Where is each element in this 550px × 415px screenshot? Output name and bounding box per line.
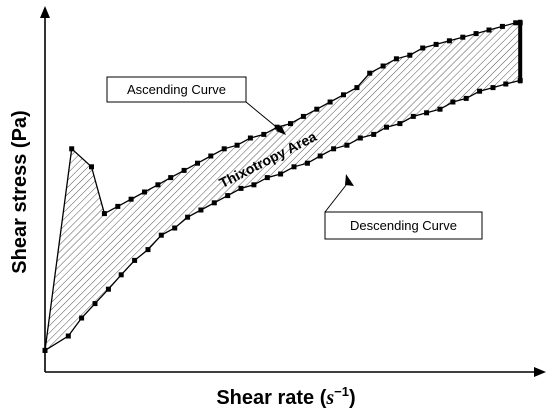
ascending-point-5 xyxy=(128,196,134,202)
descending-point-25 xyxy=(384,124,389,130)
descending-point-2 xyxy=(79,315,85,321)
descending-point-19 xyxy=(304,160,310,166)
y-axis-title: Shear stress (Pa) xyxy=(9,110,31,273)
ascending-point-4 xyxy=(115,203,121,209)
x-axis-title-unit: s xyxy=(325,387,334,409)
descending-point-34 xyxy=(503,81,509,87)
ascending-point-15 xyxy=(261,131,267,137)
ascending-label-box xyxy=(106,76,247,103)
descending-point-1 xyxy=(65,333,71,339)
x-axis-arrowhead xyxy=(534,367,546,377)
descending-point-27 xyxy=(410,113,416,119)
x-axis-title-suffix: ) xyxy=(349,387,356,409)
ascending-point-19 xyxy=(314,106,320,112)
descending-point-14 xyxy=(238,185,244,191)
thixotropy-area xyxy=(45,22,521,351)
ascending-point-20 xyxy=(327,99,333,105)
descending-point-5 xyxy=(118,272,124,278)
descending-pointer-line xyxy=(324,179,351,213)
axes xyxy=(40,6,546,377)
ascending-point-3 xyxy=(101,211,107,217)
descending-point-0 xyxy=(42,347,48,353)
ascending-point-10 xyxy=(195,160,200,166)
ascending-point-21 xyxy=(341,92,346,98)
descending-point-4 xyxy=(105,286,111,292)
ascending-point-2 xyxy=(89,164,94,170)
descending-point-29 xyxy=(437,106,443,112)
descending-point-13 xyxy=(225,193,231,199)
ascending-point-34 xyxy=(513,20,519,26)
descending-point-30 xyxy=(450,99,456,105)
ascending-point-12 xyxy=(221,146,227,152)
ascending-point-11 xyxy=(208,153,214,159)
ascending-point-29 xyxy=(446,38,452,44)
descending-pointer-arrowhead xyxy=(345,174,354,186)
descending-point-16 xyxy=(264,175,270,181)
ascending-point-18 xyxy=(300,113,306,119)
descending-label-box xyxy=(324,211,483,240)
x-axis-title: Shear rate (s−1) xyxy=(216,384,355,409)
x-axis-title-prefix: Shear rate ( xyxy=(216,387,326,409)
descending-point-35 xyxy=(517,77,523,83)
ascending-point-26 xyxy=(407,52,413,58)
ascending-point-17 xyxy=(288,121,293,127)
descending-point-32 xyxy=(477,88,483,94)
ascending-curve-callout: Ascending Curve xyxy=(106,76,286,135)
descending-point-9 xyxy=(172,225,178,231)
ascending-pointer-line xyxy=(245,101,281,131)
descending-point-18 xyxy=(291,164,297,170)
descending-point-6 xyxy=(132,257,138,263)
ascending-pointer-arrowhead xyxy=(276,125,286,135)
ascending-point-6 xyxy=(142,189,147,195)
ascending-point-35 xyxy=(517,20,523,26)
y-axis-arrowhead xyxy=(40,6,50,18)
descending-curve-markers xyxy=(42,77,523,353)
ascending-point-13 xyxy=(234,142,240,148)
ascending-point-33 xyxy=(499,23,505,29)
ascending-label-text: Ascending Curve xyxy=(127,82,226,97)
descending-point-10 xyxy=(185,214,191,220)
descending-point-24 xyxy=(371,131,377,137)
descending-point-23 xyxy=(357,135,363,141)
ascending-point-27 xyxy=(420,45,426,51)
x-axis-title-exponent: −1 xyxy=(334,384,349,399)
descending-point-33 xyxy=(490,85,496,91)
ascending-point-8 xyxy=(168,175,174,181)
ascending-point-7 xyxy=(155,182,161,188)
descending-point-22 xyxy=(344,142,350,148)
descending-point-31 xyxy=(463,95,469,101)
descending-point-3 xyxy=(92,301,98,307)
ascending-point-24 xyxy=(380,63,386,69)
descending-label-text: Descending Curve xyxy=(350,218,457,233)
ascending-point-32 xyxy=(486,27,492,33)
descending-point-7 xyxy=(145,247,151,253)
ascending-point-25 xyxy=(393,56,399,62)
ascending-point-28 xyxy=(433,41,439,47)
ascending-point-30 xyxy=(460,34,466,40)
descending-point-20 xyxy=(317,153,323,159)
descending-point-17 xyxy=(278,171,284,177)
ascending-point-31 xyxy=(473,31,479,37)
descending-point-26 xyxy=(397,121,403,127)
descending-point-28 xyxy=(424,110,430,116)
ascending-point-1 xyxy=(69,146,75,152)
descending-point-21 xyxy=(331,146,337,152)
ascending-point-22 xyxy=(354,85,360,91)
descending-point-11 xyxy=(198,207,204,213)
descending-point-8 xyxy=(158,232,164,238)
descending-point-12 xyxy=(211,200,217,206)
ascending-point-14 xyxy=(247,135,253,141)
ascending-point-9 xyxy=(181,167,187,173)
descending-point-15 xyxy=(251,182,257,188)
descending-curve-callout: Descending Curve xyxy=(324,174,483,240)
ascending-point-23 xyxy=(367,70,373,76)
